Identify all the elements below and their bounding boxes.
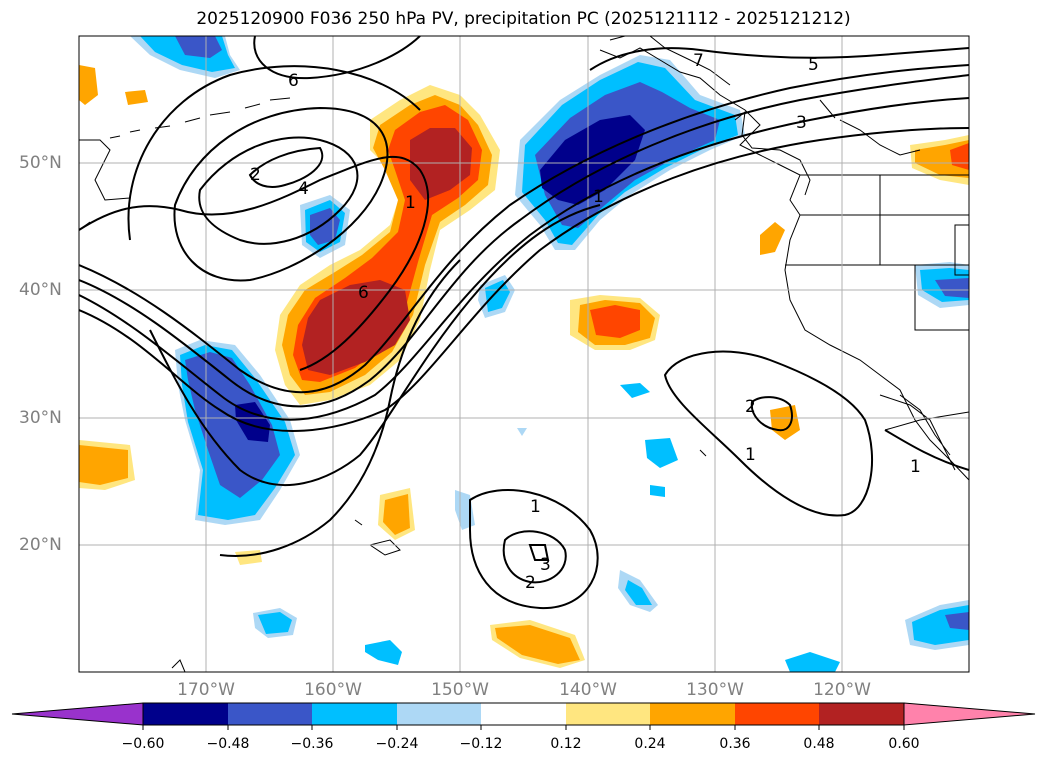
colorbar-segment — [650, 703, 735, 725]
colorbar-extend-high — [903, 702, 1036, 726]
contour-label: 1 — [405, 193, 416, 213]
contour-label: 7 — [693, 51, 704, 71]
contour-label: 2 — [745, 397, 756, 417]
pv-contours — [79, 36, 969, 610]
colorbar-tick-label: −0.36 — [290, 736, 334, 752]
lon-label: 160°W — [304, 680, 362, 700]
contour-label: 5 — [808, 55, 819, 75]
contour-label: 6 — [358, 283, 369, 303]
colorbar-segment — [143, 703, 228, 725]
contour-label: 1 — [530, 497, 541, 517]
colorbar-tick-label: 0.12 — [550, 736, 582, 752]
lon-label: 120°W — [813, 680, 871, 700]
colorbar-segment — [735, 703, 819, 725]
colorbar-extend-low — [11, 702, 144, 726]
coastlines — [79, 36, 969, 672]
positive-precip-shading — [79, 65, 969, 668]
contour-labels: 6 7 5 3 4 1 6 2 1 2 1 1 3 2 1 — [250, 51, 921, 593]
map-title: 2025120900 F036 250 hPa PV, precipitatio… — [196, 9, 851, 29]
lat-label: 20°N — [19, 535, 62, 555]
colorbar-tick-label: 0.24 — [634, 736, 666, 752]
colorbar-segment — [481, 703, 566, 725]
gridlines — [79, 36, 969, 672]
colorbar-segment — [228, 703, 312, 725]
contour-label: 2 — [250, 165, 261, 185]
contour-label: 1 — [593, 187, 604, 207]
contour-label: 6 — [288, 71, 299, 91]
contour-label: 2 — [525, 573, 536, 593]
contour-label: 4 — [298, 179, 309, 199]
contour-label: 1 — [910, 457, 921, 477]
lon-label: 140°W — [559, 680, 617, 700]
lat-label: 30°N — [19, 408, 62, 428]
colorbar-segment — [312, 703, 397, 725]
colorbar-tick-label: 0.36 — [719, 736, 751, 752]
lon-label: 130°W — [686, 680, 744, 700]
contour-label: 3 — [540, 555, 551, 575]
colorbar-tick-label: −0.12 — [459, 736, 503, 752]
colorbar-segment — [397, 703, 481, 725]
colorbar-tick-label: 0.60 — [888, 736, 920, 752]
colorbar-segment — [566, 703, 650, 725]
colorbar-tick-label: −0.24 — [375, 736, 419, 752]
lat-label: 40°N — [19, 280, 62, 300]
colorbar — [11, 702, 1036, 730]
colorbar-tick-label: 0.48 — [803, 736, 835, 752]
lat-label: 50°N — [19, 153, 62, 173]
colorbar-tick-label: −0.48 — [206, 736, 250, 752]
contour-label: 1 — [745, 445, 756, 465]
contour-label: 3 — [796, 113, 807, 133]
colorbar-segment — [819, 703, 904, 725]
colorbar-tick-label: −0.60 — [121, 736, 165, 752]
lon-label: 150°W — [431, 680, 489, 700]
lon-label: 170°W — [177, 680, 235, 700]
